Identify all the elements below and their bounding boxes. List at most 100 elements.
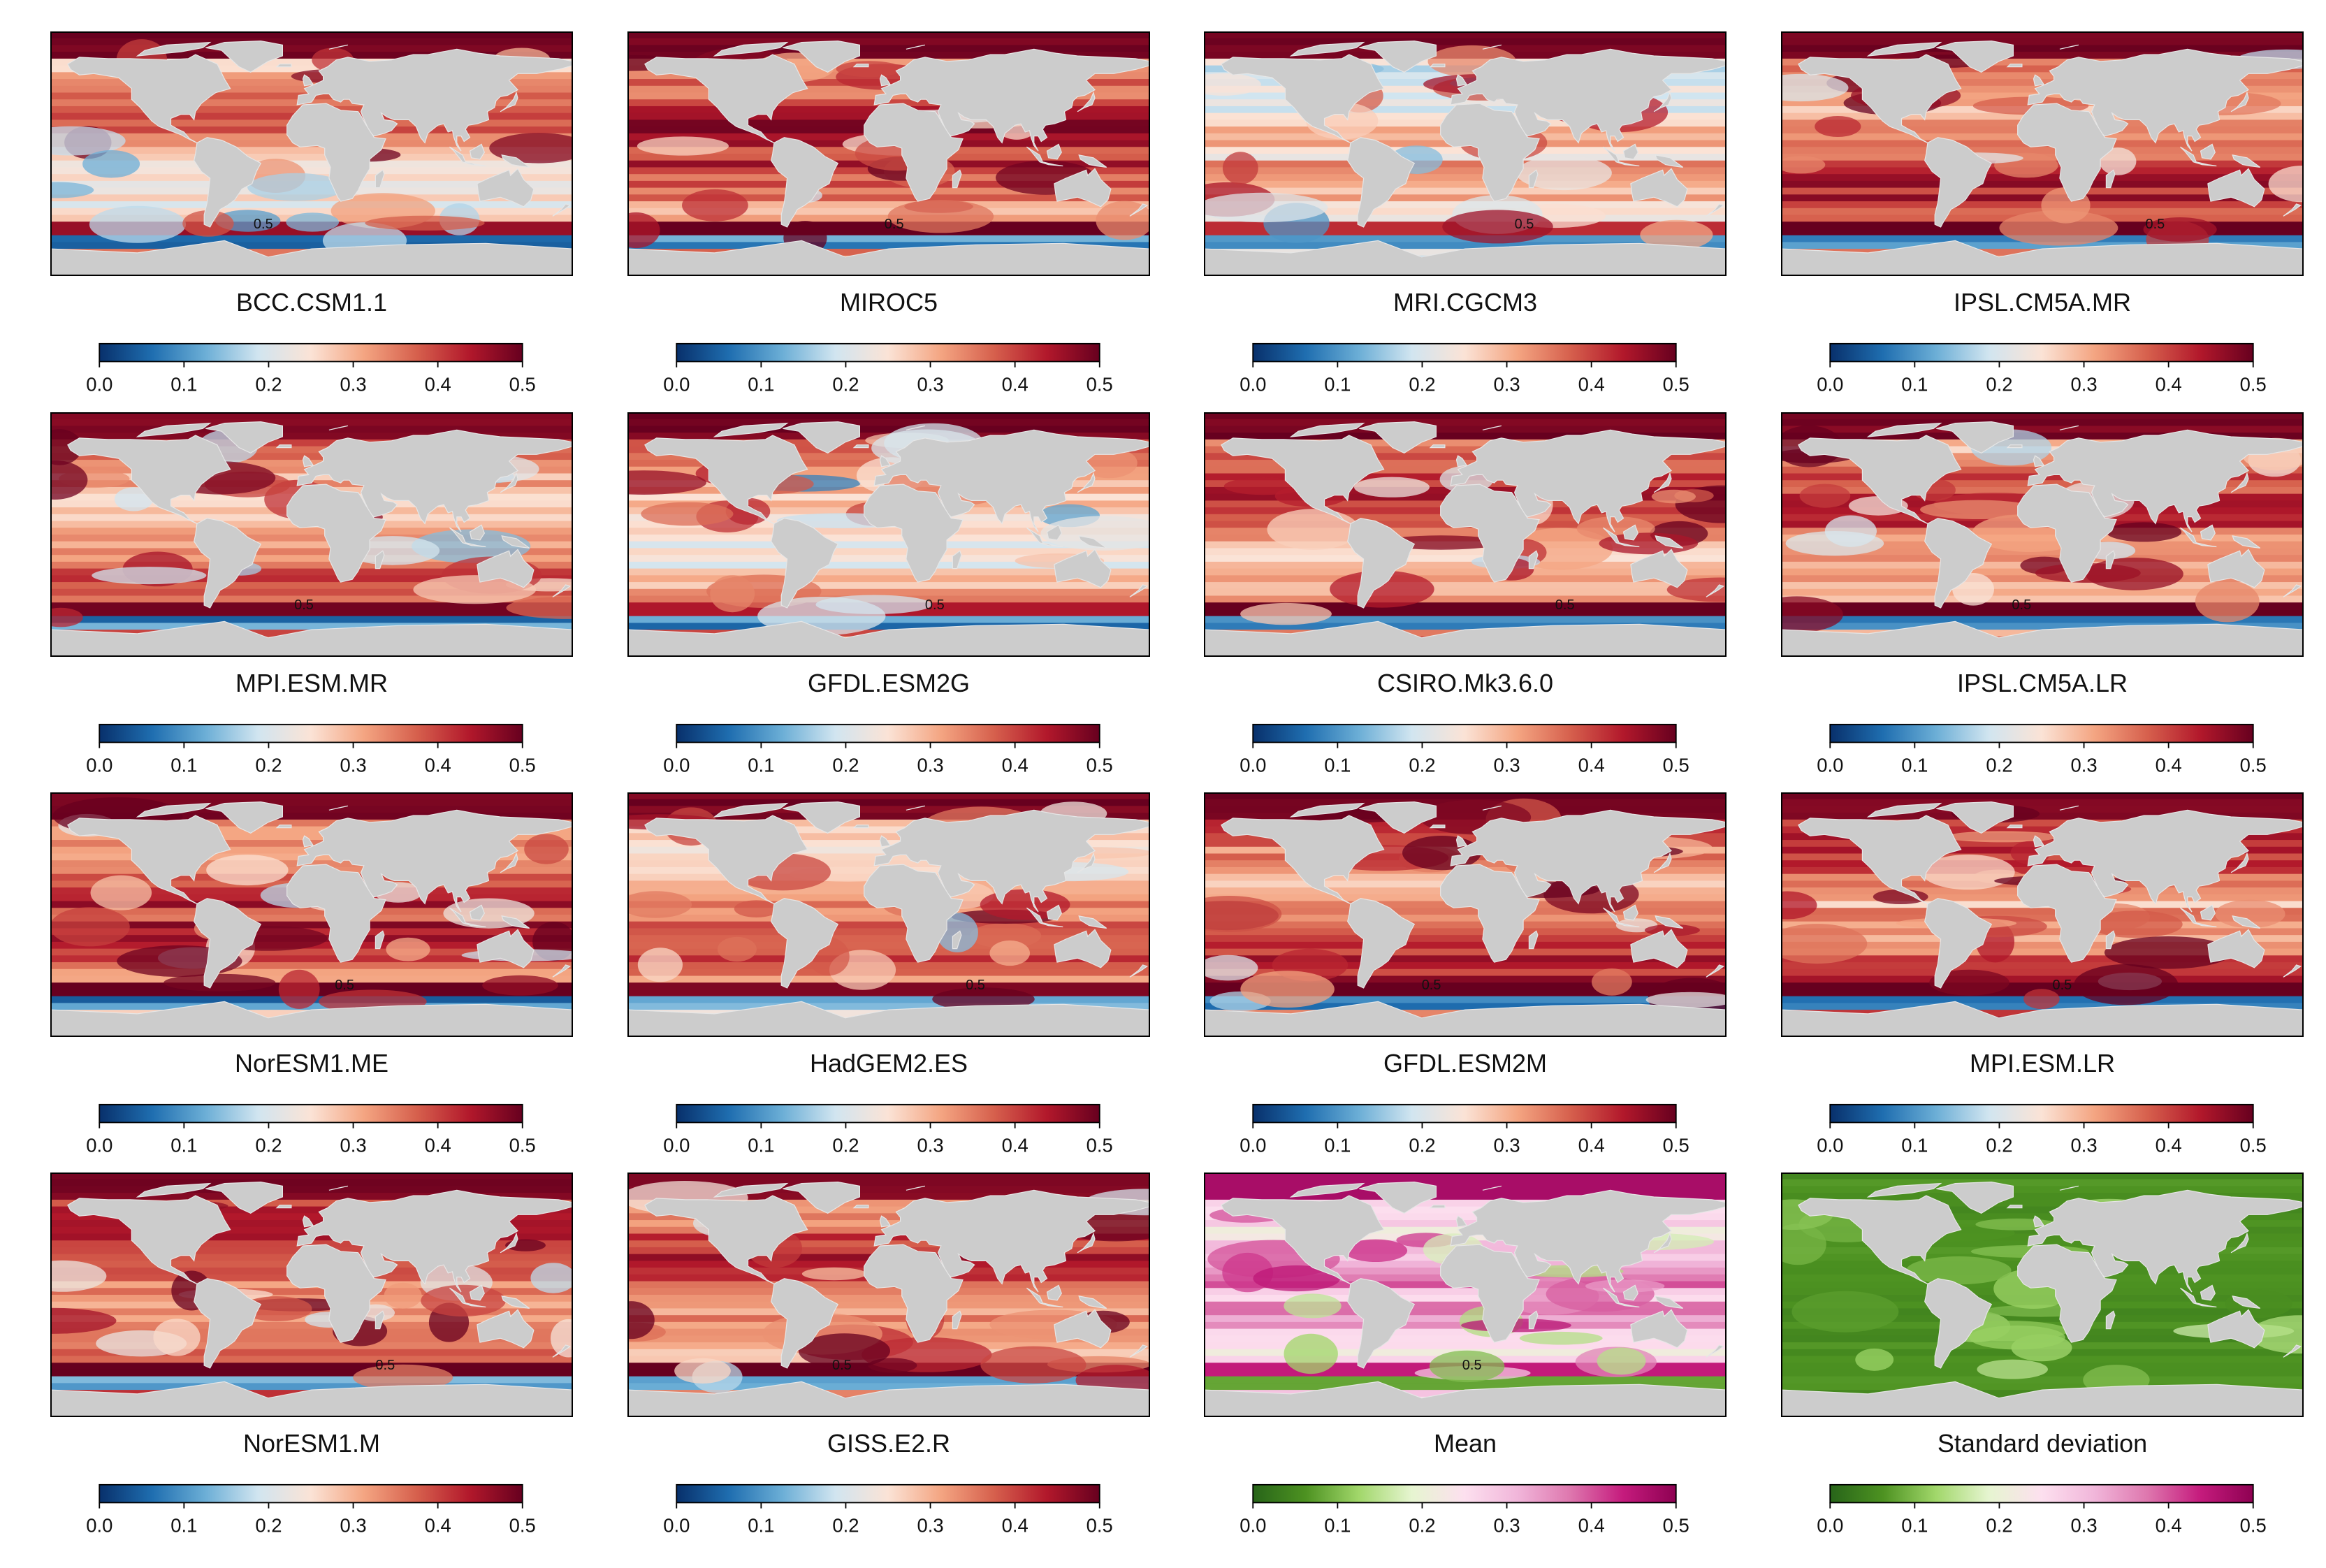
ocean-field-band [50,541,573,549]
map-frame [50,31,573,276]
land-madagascar [2105,169,2116,189]
ocean-anomaly-patch [641,502,734,526]
land-newzealand [1129,584,1149,597]
ocean-field-band [627,623,1150,630]
ocean-field-band [50,446,573,454]
land-newguinea [1655,915,1684,929]
ocean-field-band [1204,935,1727,943]
colorbar-tick-label: 0.4 [1578,1135,1605,1156]
ocean-field-band [1204,1193,1727,1200]
ocean-field-band [1204,194,1727,202]
ocean-field-band [627,1369,1150,1377]
land-svalbard [328,805,349,811]
land-namerica [644,435,808,524]
ocean-field-band [627,419,1150,427]
world-map: 0.5 [1781,792,2304,1037]
land-australia [1630,929,1688,968]
map-frame [627,792,1150,1037]
ocean-anomaly-patch [1645,992,1727,1008]
land-greenland [1359,801,1437,834]
land-indonesia [2179,146,2217,167]
land-svalbard [1482,44,1502,50]
colorbar-tick-label: 0.1 [1901,755,1928,776]
land-uk [2033,74,2045,87]
ocean-field-band [50,242,573,249]
ocean-field-band [627,1315,1150,1323]
land-indonesia [449,146,486,167]
ocean-field-band [1204,446,1727,454]
colorbar-tick-label: 0.5 [1663,1135,1689,1156]
ocean-field-band [627,31,1150,39]
ocean-field-band [1204,833,1727,841]
contour-label: 0.5 [1555,597,1575,613]
ocean-anomaly-patch [1920,500,2037,519]
land-newzealand [2283,203,2302,217]
land-arctic_is [136,802,212,818]
colorbar-tick-label: 0.2 [1986,374,2012,395]
land-antarctica [1781,1381,2304,1417]
ocean-field-band [50,65,573,73]
ocean-field-band [50,1199,573,1207]
land-iceland [852,64,869,68]
land-borneo [1622,524,1638,541]
ocean-field-band [1781,955,2304,963]
ocean-anomaly-patch [413,575,537,604]
colorbar-gradient [1252,342,1677,363]
map-frame [1781,1173,2304,1417]
ocean-field-band [1781,623,2304,630]
land-svalbard [328,44,349,50]
colorbar-gradient [676,342,1100,363]
ocean-field-band [1204,1288,1727,1295]
ocean-anomaly-patch [1253,1265,1341,1292]
land-uk [879,74,892,87]
land-africa [864,864,964,963]
land-svalbard [1482,1185,1502,1191]
ocean-field-band [627,806,1150,813]
ocean-field-band [627,989,1150,997]
land-samerica [194,137,262,228]
colorbar-tick-label: 0.4 [1578,755,1605,776]
panel-title: IPSL.CM5A.MR [1953,288,2132,317]
land-arctic_is [1866,422,1942,437]
colorbar-tick-label: 0.0 [1240,374,1266,395]
land-japan [2230,1232,2249,1254]
ocean-field-band [1204,941,1727,950]
ocean-field-band [50,623,573,630]
ocean-anomaly-patch [1204,73,1261,96]
ocean-field-band [1781,799,2304,807]
ocean-anomaly-patch [384,1282,422,1309]
ocean-field-band [1204,174,1727,182]
ocean-anomaly-patch [50,1260,107,1292]
ocean-anomaly-patch [1429,1350,1505,1383]
ocean-anomaly-patch [206,855,289,886]
contour-label: 0.5 [2053,978,2072,993]
land-indonesia [1602,527,1640,548]
ocean-field-band [1781,968,2304,977]
ocean-field-band [50,160,573,168]
land-japan [1653,1232,1672,1254]
land-newguinea [1655,154,1684,168]
ocean-anomaly-patch [2023,989,2060,1010]
colorbar-tick-label: 0.1 [1324,374,1351,395]
colorbar-gradient [99,342,523,363]
land-newguinea [1078,154,1107,168]
ocean-field-band [1204,555,1727,562]
colorbar-tick-label: 0.1 [170,1135,197,1156]
land-namerica [67,54,231,143]
ocean-field-band [627,535,1150,542]
ocean-anomaly-patch [1204,896,1282,932]
colorbar-tick-label: 0.3 [340,1135,366,1156]
land-indonesia [449,527,486,548]
ocean-field-band [50,439,573,447]
ocean-field-band [1781,860,2304,868]
land-svalbard [1482,805,1502,811]
ocean-field-band [1781,819,2304,827]
ocean-field-band [1781,147,2304,154]
ocean-field-band [1204,242,1727,249]
land-uk [302,74,314,87]
map-panel: 0.5 HadGEM2.ES 0.0 0.1 0.2 0.3 0.4 0.5 [577,761,1150,1156]
ocean-field-band [1781,1193,2304,1200]
ocean-field-band [50,1369,573,1377]
land-uk [879,835,892,848]
land-africa [864,103,964,202]
